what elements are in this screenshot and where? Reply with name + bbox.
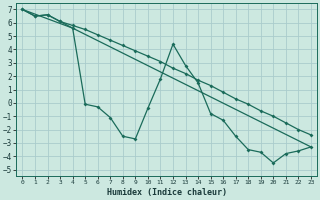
X-axis label: Humidex (Indice chaleur): Humidex (Indice chaleur): [107, 188, 227, 197]
